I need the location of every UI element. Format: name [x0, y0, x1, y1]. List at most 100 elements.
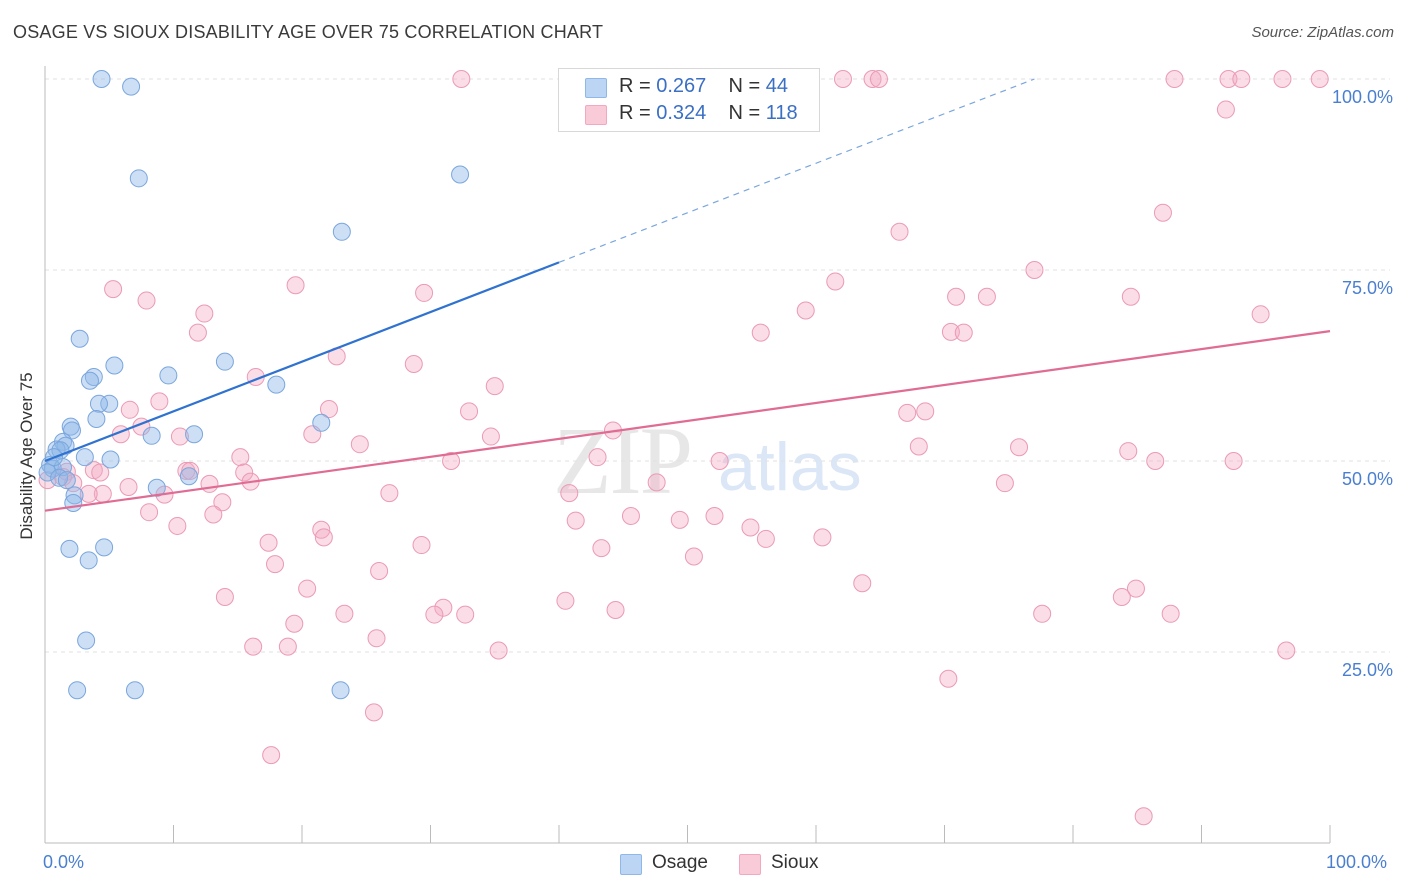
- y-tick-label-75: 75.0%: [1341, 278, 1393, 298]
- sioux-point-9: [1216, 100, 1235, 119]
- sioux-point-90: [266, 555, 285, 574]
- sioux-point-2: [863, 70, 882, 88]
- osage-point-31: [57, 471, 76, 490]
- sioux-point-86: [259, 533, 278, 552]
- sioux-point-83: [314, 528, 333, 547]
- sioux-point-10: [1153, 203, 1172, 222]
- sioux-point-92: [853, 574, 872, 593]
- osage-point-15: [312, 413, 331, 432]
- sioux-point-81: [741, 518, 760, 537]
- osage-point-38: [79, 551, 98, 570]
- sioux-point-12: [1025, 261, 1044, 279]
- correlation-legend: R = 0.267 N = 44 R = 0.324 N = 118: [558, 68, 820, 132]
- sioux-point-101: [335, 604, 354, 623]
- sioux-point-63: [200, 474, 219, 493]
- sioux-point-71: [560, 484, 579, 503]
- sioux-point-33: [319, 400, 338, 419]
- sioux-point-89: [684, 547, 703, 566]
- sioux-point-25: [751, 323, 770, 342]
- sioux-point-103: [1161, 604, 1180, 623]
- sioux-trendline: [44, 330, 1331, 512]
- y-axis-label: Disability Age Over 75: [17, 372, 36, 540]
- sioux-point-5: [1219, 70, 1238, 88]
- sioux-point-21: [796, 301, 815, 320]
- sioux-point-65: [647, 473, 666, 492]
- y-tick-label-25: 25.0%: [1341, 660, 1393, 680]
- sioux-swatch: [585, 105, 607, 125]
- sioux-point-45: [909, 437, 928, 456]
- sioux-legend-label: Sioux: [771, 852, 819, 873]
- osage-point-37: [95, 538, 114, 557]
- osage-swatch: [585, 78, 607, 98]
- sioux-point-23: [1251, 305, 1270, 324]
- sioux-point-11: [890, 222, 909, 241]
- osage-trendline: [44, 261, 560, 463]
- sioux-point-15: [137, 291, 156, 310]
- sioux-point-29: [404, 354, 423, 373]
- sioux-point-96: [556, 591, 575, 610]
- sioux-point-20: [1121, 287, 1140, 306]
- osage-point-2: [129, 169, 148, 188]
- sioux-point-85: [813, 528, 832, 547]
- sioux-point-109: [1277, 641, 1296, 660]
- sioux-point-94: [1126, 579, 1145, 598]
- sioux-point-43: [170, 427, 189, 446]
- sioux-point-87: [412, 536, 431, 555]
- sioux-point-99: [425, 605, 444, 624]
- sioux-point-50: [710, 452, 729, 470]
- sioux-point-26: [941, 322, 960, 341]
- sioux-point-111: [364, 703, 383, 722]
- y-tick-label-50: 50.0%: [1341, 469, 1393, 489]
- osage-point-19: [185, 425, 204, 444]
- osage-point-33: [147, 478, 166, 497]
- osage-r-value: 0.267: [656, 75, 707, 97]
- osage-point-40: [68, 681, 87, 700]
- sioux-point-84: [756, 529, 775, 548]
- sioux-point-100: [456, 605, 475, 624]
- x-tick-label-0: 0.0%: [43, 852, 85, 872]
- sioux-point-46: [1010, 438, 1029, 457]
- sioux-point-51: [1146, 452, 1165, 470]
- osage-point-42: [331, 681, 350, 700]
- osage-n-value: 44: [765, 75, 789, 97]
- sioux-point-113: [1134, 807, 1153, 826]
- sioux-point-110: [939, 669, 958, 688]
- sioux-point-1: [833, 70, 852, 88]
- osage-point-9: [159, 366, 178, 385]
- sioux-point-56: [177, 461, 196, 480]
- sioux-point-53: [231, 448, 250, 467]
- sioux-point-34: [120, 400, 139, 419]
- sioux-point-60: [38, 471, 57, 490]
- osage-point-11: [267, 375, 286, 394]
- sioux-point-14: [104, 280, 123, 299]
- sioux-point-17: [415, 283, 434, 302]
- sioux-point-66: [995, 474, 1014, 493]
- osage-point-24: [75, 448, 94, 467]
- sioux-point-112: [262, 746, 281, 765]
- sioux-r-value: 0.324: [656, 102, 707, 124]
- osage-point-36: [60, 539, 79, 558]
- osage-point-1: [122, 77, 141, 96]
- osage-legend-label: Osage: [652, 852, 708, 873]
- sioux-legend-swatch: [739, 854, 761, 875]
- osage-point-34: [65, 486, 84, 505]
- osage-r-label: R =: [619, 75, 657, 97]
- osage-point-35: [64, 494, 83, 513]
- sioux-point-18: [947, 287, 966, 306]
- sioux-point-79: [566, 511, 585, 530]
- sioux-point-44: [350, 435, 369, 454]
- sioux-point-35: [460, 402, 479, 421]
- sioux-point-104: [285, 614, 304, 633]
- sioux-point-24: [188, 323, 207, 342]
- sioux-point-93: [298, 579, 317, 598]
- sioux-point-73: [213, 493, 232, 512]
- sioux-point-114: [606, 600, 625, 619]
- sioux-point-13: [826, 272, 845, 291]
- sioux-point-58: [235, 463, 254, 482]
- sioux-point-8: [1310, 70, 1329, 88]
- osage-point-3: [451, 165, 470, 184]
- osage-n-label: N =: [728, 75, 766, 97]
- sioux-point-88: [592, 539, 611, 558]
- osage-point-14: [87, 409, 106, 428]
